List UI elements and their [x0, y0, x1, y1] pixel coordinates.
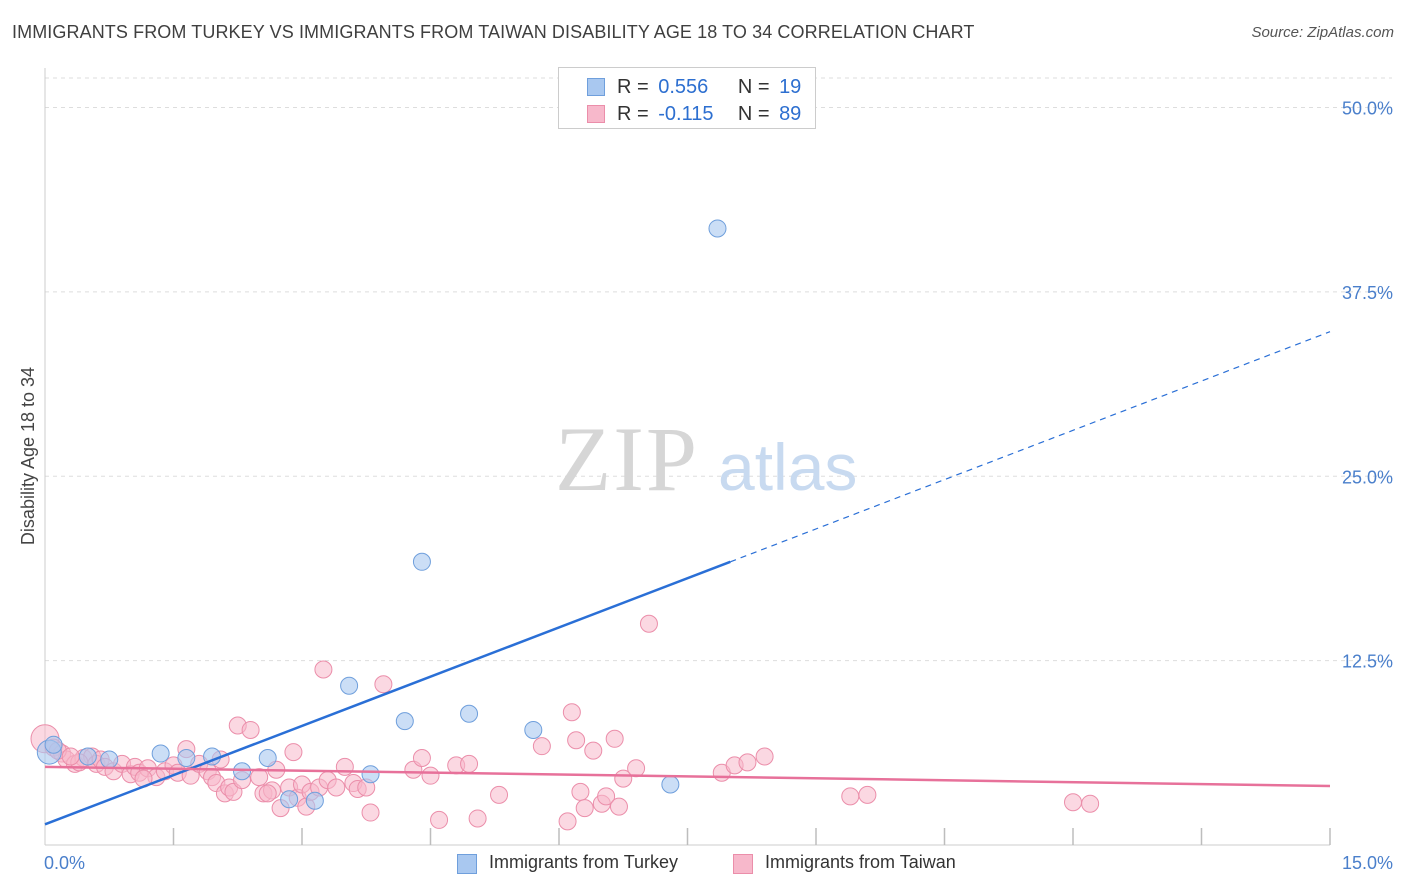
point-taiwan	[841, 787, 860, 806]
bottom-legend-label-taiwan: Immigrants from Taiwan	[765, 852, 956, 872]
axes	[44, 68, 1331, 846]
legend-n-label: N =	[737, 103, 770, 125]
point-taiwan	[532, 737, 551, 756]
point-taiwan	[605, 729, 624, 748]
trend-line-turkey	[44, 560, 731, 826]
point-turkey	[460, 704, 479, 723]
point-taiwan	[627, 759, 646, 778]
legend-n-label: N =	[737, 76, 770, 98]
point-taiwan	[639, 614, 658, 633]
legend-n-value-turkey: 19	[779, 76, 802, 98]
point-turkey	[233, 762, 252, 781]
point-turkey	[151, 744, 170, 763]
point-taiwan	[284, 743, 303, 762]
watermark-atlas: atlas	[718, 430, 857, 504]
point-taiwan	[738, 753, 757, 772]
point-turkey	[44, 735, 63, 754]
chart-title: IMMIGRANTS FROM TURKEY VS IMMIGRANTS FRO…	[12, 22, 975, 42]
point-taiwan	[597, 787, 616, 806]
y-tick-label: 25.0%	[1342, 467, 1393, 487]
point-taiwan	[412, 748, 431, 767]
point-taiwan	[858, 785, 877, 804]
point-taiwan	[558, 812, 577, 831]
data-points	[30, 219, 1100, 831]
point-taiwan	[1064, 793, 1082, 812]
point-turkey	[100, 750, 119, 769]
point-turkey	[524, 720, 543, 739]
bottom-legend-label-turkey: Immigrants from Turkey	[489, 852, 679, 872]
trend-lines	[44, 331, 1331, 826]
grid-lines	[45, 77, 1392, 662]
point-taiwan	[374, 675, 393, 694]
point-turkey	[305, 791, 324, 810]
point-taiwan	[562, 703, 581, 722]
point-taiwan	[755, 747, 774, 766]
legend-n-value-taiwan: 89	[779, 103, 802, 125]
watermark-zip: ZIP	[555, 408, 699, 510]
legend-swatch-turkey	[587, 78, 605, 96]
point-turkey	[661, 775, 680, 794]
point-taiwan	[460, 754, 479, 773]
trend-line-turkey-extension	[730, 331, 1331, 563]
bottom-legend-swatch-turkey	[457, 854, 477, 874]
y-tick-label: 37.5%	[1342, 283, 1393, 303]
point-turkey	[340, 676, 359, 695]
y-axis-label: Disability Age 18 to 34	[18, 367, 38, 545]
legend-swatch-taiwan	[587, 105, 605, 123]
y-tick-label: 50.0%	[1342, 99, 1393, 119]
x-tick-label-min: 0.0%	[44, 853, 85, 873]
legend-r-value-taiwan: -0.115	[658, 103, 714, 125]
point-taiwan	[258, 784, 277, 803]
legend-r-label: R =	[617, 103, 649, 125]
trend-line-taiwan	[44, 765, 1331, 788]
point-taiwan	[430, 810, 449, 829]
source-label: Source: ZipAtlas.com	[1251, 24, 1394, 41]
watermark: ZIP atlas	[555, 408, 857, 510]
point-turkey	[412, 552, 431, 571]
point-turkey	[177, 748, 196, 767]
point-taiwan	[575, 799, 594, 818]
point-taiwan	[468, 809, 487, 828]
point-taiwan	[571, 782, 590, 801]
point-turkey	[280, 790, 299, 809]
legend-r-value-turkey: 0.556	[658, 76, 709, 98]
point-taiwan	[241, 720, 260, 739]
point-taiwan	[609, 797, 628, 816]
point-taiwan	[421, 766, 440, 785]
x-tick-label-max: 15.0%	[1342, 853, 1393, 873]
point-taiwan	[61, 747, 80, 766]
point-turkey	[395, 712, 414, 731]
correlation-legend: R = 0.556 N = 19 R = -0.115 N = 89	[558, 67, 816, 129]
y-tick-label: 12.5%	[1342, 652, 1393, 672]
point-turkey	[361, 765, 380, 784]
point-turkey	[258, 748, 277, 767]
point-taiwan	[490, 785, 509, 804]
point-taiwan	[361, 803, 380, 822]
point-taiwan	[584, 741, 603, 760]
bottom-legend-swatch-taiwan	[733, 854, 753, 874]
point-taiwan	[314, 660, 333, 679]
legend-r-label: R =	[617, 76, 649, 98]
tick-labels: 12.5% 25.0% 37.5% 50.0% 0.0% 15.0%	[44, 99, 1393, 874]
point-taiwan	[1081, 794, 1100, 813]
point-turkey	[708, 219, 727, 238]
point-taiwan	[335, 757, 354, 776]
point-taiwan	[567, 731, 586, 750]
point-turkey	[78, 747, 97, 766]
point-taiwan	[327, 778, 346, 797]
